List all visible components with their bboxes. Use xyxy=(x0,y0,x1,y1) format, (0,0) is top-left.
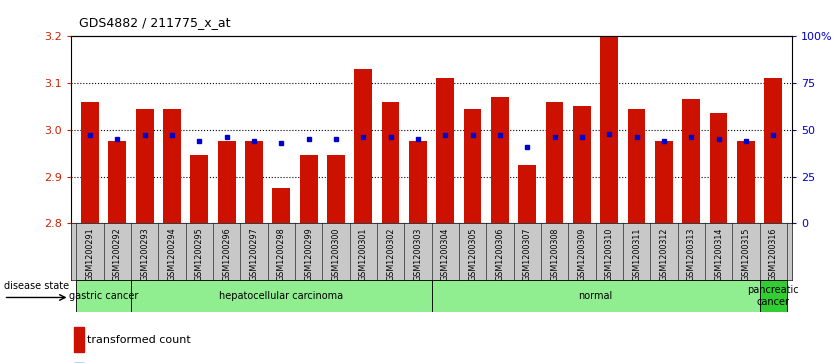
Bar xyxy=(519,165,536,223)
Text: GSM1200292: GSM1200292 xyxy=(113,227,122,281)
Text: GSM1200307: GSM1200307 xyxy=(523,227,532,281)
Bar xyxy=(409,142,427,223)
Text: GSM1200315: GSM1200315 xyxy=(741,227,751,281)
Text: GSM1200297: GSM1200297 xyxy=(249,227,259,281)
Text: GSM1200291: GSM1200291 xyxy=(86,227,94,281)
Text: pancreatic
cancer: pancreatic cancer xyxy=(747,285,799,307)
Bar xyxy=(245,142,263,223)
Bar xyxy=(273,188,290,223)
Bar xyxy=(108,142,126,223)
FancyBboxPatch shape xyxy=(432,280,760,312)
Bar xyxy=(74,327,83,352)
Bar xyxy=(163,109,181,223)
Text: GSM1200300: GSM1200300 xyxy=(331,227,340,281)
Text: GSM1200308: GSM1200308 xyxy=(550,227,559,281)
Bar xyxy=(737,142,755,223)
FancyBboxPatch shape xyxy=(760,280,786,312)
Text: GDS4882 / 211775_x_at: GDS4882 / 211775_x_at xyxy=(79,16,231,29)
Bar xyxy=(764,78,782,223)
Text: GSM1200299: GSM1200299 xyxy=(304,227,313,281)
Bar xyxy=(382,102,399,223)
FancyBboxPatch shape xyxy=(77,280,131,312)
Bar xyxy=(218,142,235,223)
Text: GSM1200301: GSM1200301 xyxy=(359,227,368,281)
Text: GSM1200294: GSM1200294 xyxy=(168,227,177,281)
Text: GSM1200314: GSM1200314 xyxy=(714,227,723,281)
Text: GSM1200304: GSM1200304 xyxy=(440,227,450,281)
Bar xyxy=(436,78,455,223)
Bar xyxy=(136,109,153,223)
Bar xyxy=(600,36,618,223)
Text: GSM1200293: GSM1200293 xyxy=(140,227,149,281)
Text: hepatocellular carcinoma: hepatocellular carcinoma xyxy=(219,291,344,301)
Bar xyxy=(628,109,646,223)
Bar xyxy=(682,99,700,223)
Text: GSM1200316: GSM1200316 xyxy=(769,227,777,281)
Text: GSM1200313: GSM1200313 xyxy=(686,227,696,281)
Text: GSM1200303: GSM1200303 xyxy=(414,227,423,281)
Bar xyxy=(464,109,481,223)
Text: gastric cancer: gastric cancer xyxy=(69,291,138,301)
Bar xyxy=(545,102,564,223)
Bar xyxy=(190,155,208,223)
Bar xyxy=(573,106,590,223)
Bar xyxy=(655,142,673,223)
Bar xyxy=(81,102,99,223)
FancyBboxPatch shape xyxy=(131,280,432,312)
Bar xyxy=(299,155,318,223)
Text: GSM1200306: GSM1200306 xyxy=(495,227,505,281)
Text: GSM1200302: GSM1200302 xyxy=(386,227,395,281)
Bar xyxy=(354,69,372,223)
Text: normal: normal xyxy=(579,291,613,301)
Text: GSM1200312: GSM1200312 xyxy=(660,227,668,281)
Text: GSM1200298: GSM1200298 xyxy=(277,227,286,281)
Text: disease state: disease state xyxy=(3,281,68,291)
Text: transformed count: transformed count xyxy=(87,335,191,345)
Text: GSM1200296: GSM1200296 xyxy=(222,227,231,281)
Text: GSM1200305: GSM1200305 xyxy=(468,227,477,281)
Text: GSM1200309: GSM1200309 xyxy=(577,227,586,281)
Bar xyxy=(491,97,509,223)
Text: GSM1200310: GSM1200310 xyxy=(605,227,614,281)
Bar xyxy=(710,113,727,223)
Text: GSM1200311: GSM1200311 xyxy=(632,227,641,281)
Bar xyxy=(327,155,344,223)
Text: GSM1200295: GSM1200295 xyxy=(195,227,203,281)
